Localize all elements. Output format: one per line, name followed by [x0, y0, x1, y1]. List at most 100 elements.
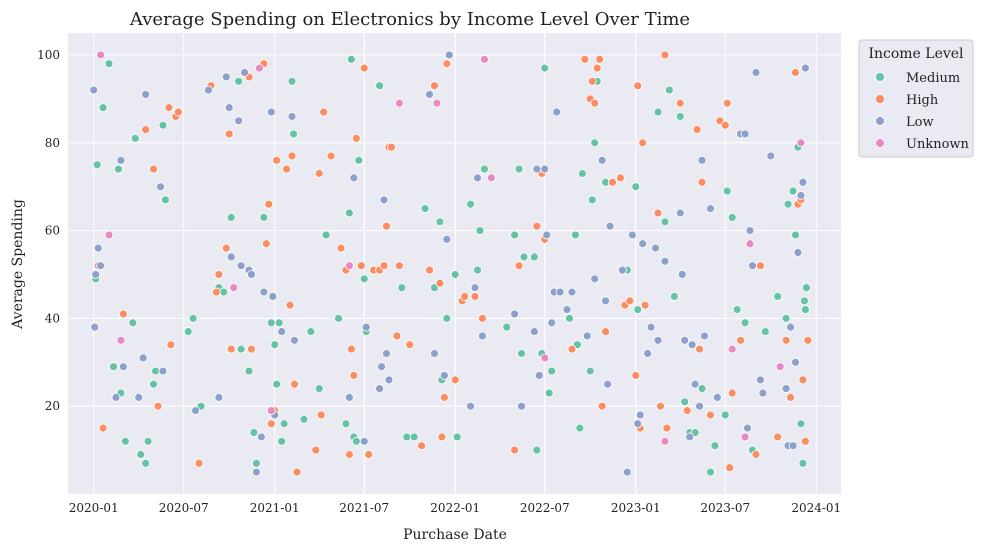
point-medium	[796, 419, 806, 429]
point-low	[755, 375, 765, 385]
point-low	[562, 305, 572, 315]
point-medium	[801, 283, 811, 293]
point-high	[751, 450, 761, 459]
point-low	[680, 335, 690, 345]
point-high	[706, 410, 715, 420]
point-low	[442, 234, 452, 244]
point-high	[247, 344, 256, 354]
point-unknown	[345, 261, 354, 271]
point-low	[601, 296, 610, 306]
point-low	[91, 270, 101, 279]
legend-marker	[875, 94, 885, 104]
point-medium	[149, 379, 158, 389]
point-medium	[680, 397, 690, 407]
point-high	[595, 54, 605, 64]
point-medium	[375, 81, 384, 91]
point-low	[697, 155, 707, 165]
point-medium	[577, 169, 587, 178]
point-high	[359, 63, 369, 73]
point-medium	[151, 366, 160, 376]
x-tick-label: 2020-01	[69, 501, 119, 515]
y-ticks: 20 40 60 80 100	[37, 48, 60, 413]
point-high	[720, 120, 730, 130]
point-medium	[266, 318, 276, 328]
point-low	[384, 375, 394, 385]
point-low	[90, 322, 100, 332]
point-high	[392, 331, 402, 341]
point-high	[98, 423, 108, 433]
y-tick-label: 40	[45, 311, 60, 325]
point-high	[405, 340, 415, 350]
point-high	[660, 50, 670, 60]
point-high	[567, 344, 577, 354]
point-low	[534, 371, 544, 380]
point-low	[375, 384, 384, 394]
point-low	[259, 287, 269, 297]
point-high	[697, 177, 707, 187]
point-medium	[161, 195, 170, 205]
point-high	[460, 292, 470, 301]
point-medium	[321, 230, 331, 240]
point-medium	[109, 362, 118, 372]
point-medium	[781, 313, 791, 323]
point-medium	[277, 436, 287, 446]
point-high	[141, 125, 151, 134]
point-low	[791, 357, 800, 367]
point-high	[266, 419, 276, 429]
point-low	[627, 230, 637, 240]
points-layer	[89, 50, 813, 477]
point-low	[603, 379, 612, 389]
x-axis-label: Purchase Date	[403, 527, 507, 543]
point-high	[173, 107, 183, 117]
point-low	[646, 322, 656, 332]
point-medium	[664, 85, 674, 95]
point-high	[608, 177, 617, 187]
point-low	[252, 467, 261, 477]
point-high	[292, 467, 302, 477]
point-medium	[587, 195, 597, 205]
point-high	[616, 173, 625, 183]
point-low	[266, 107, 276, 117]
point-low	[677, 270, 687, 279]
point-high	[356, 261, 366, 271]
x-tick-label: 2020-07	[159, 501, 209, 515]
point-low	[247, 270, 256, 279]
point-low	[532, 164, 542, 174]
point-high	[725, 463, 735, 473]
point-high	[640, 300, 650, 310]
point-low	[236, 261, 246, 271]
point-high	[773, 432, 783, 442]
point-medium	[359, 274, 369, 284]
point-unknown	[229, 283, 239, 293]
point-low	[510, 309, 519, 319]
point-medium	[120, 436, 130, 446]
point-high	[675, 98, 685, 108]
point-low	[89, 85, 99, 95]
point-high	[803, 335, 813, 345]
point-medium	[279, 419, 289, 429]
point-medium	[442, 313, 452, 323]
point-medium	[92, 160, 102, 170]
point-low	[766, 151, 776, 161]
point-low	[633, 419, 643, 429]
point-medium	[798, 458, 808, 468]
point-low	[796, 191, 806, 200]
point-medium	[244, 366, 254, 376]
point-low	[444, 50, 454, 60]
point-high	[597, 401, 607, 411]
point-high	[791, 68, 800, 77]
point-high	[682, 406, 692, 415]
point-medium	[287, 76, 297, 86]
point-medium	[402, 432, 412, 442]
point-low	[359, 436, 369, 446]
point-low	[788, 441, 798, 451]
point-high	[285, 300, 295, 310]
y-axis-label: Average Spending	[10, 199, 26, 330]
point-high	[226, 344, 236, 354]
point-high	[224, 129, 234, 139]
point-high	[149, 164, 158, 174]
point-high	[272, 155, 282, 165]
point-low	[256, 432, 266, 442]
point-medium	[791, 230, 800, 240]
